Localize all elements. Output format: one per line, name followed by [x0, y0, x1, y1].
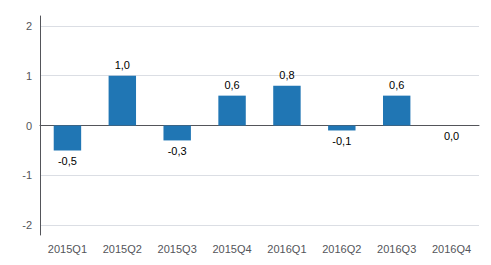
svg-text:-2: -2: [22, 219, 32, 231]
svg-text:0,8: 0,8: [279, 69, 294, 81]
svg-text:2: 2: [26, 20, 32, 32]
svg-text:-0,5: -0,5: [58, 155, 77, 167]
svg-text:2016Q4: 2016Q4: [432, 243, 471, 255]
svg-text:0: 0: [26, 120, 32, 132]
svg-text:1: 1: [26, 70, 32, 82]
svg-text:0,6: 0,6: [389, 79, 404, 91]
svg-text:0,6: 0,6: [224, 79, 239, 91]
svg-text:2016Q2: 2016Q2: [322, 243, 361, 255]
svg-text:-1: -1: [22, 169, 32, 181]
svg-text:2015Q3: 2015Q3: [158, 243, 197, 255]
svg-text:2015Q4: 2015Q4: [212, 243, 251, 255]
svg-text:2016Q1: 2016Q1: [267, 243, 306, 255]
svg-text:2015Q1: 2015Q1: [48, 243, 87, 255]
svg-text:2015Q2: 2015Q2: [103, 243, 142, 255]
svg-text:-0,1: -0,1: [332, 135, 351, 147]
svg-text:0,0: 0,0: [444, 130, 459, 142]
svg-text:2016Q3: 2016Q3: [377, 243, 416, 255]
svg-text:-0,3: -0,3: [168, 145, 187, 157]
svg-text:1,0: 1,0: [115, 59, 130, 71]
